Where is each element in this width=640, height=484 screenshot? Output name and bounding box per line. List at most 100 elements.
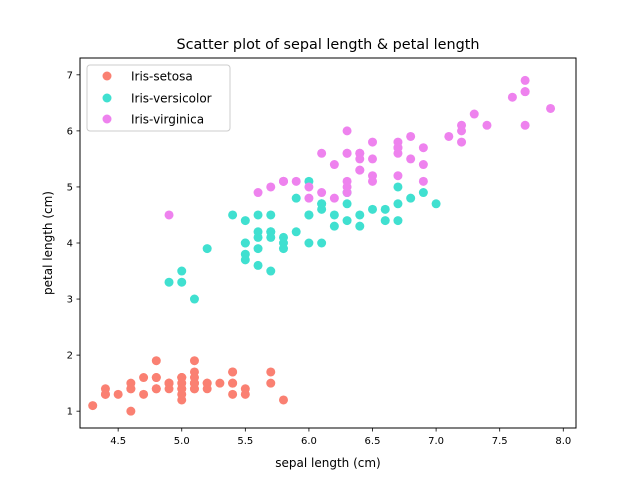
data-point-iris-virginica-19 — [304, 182, 314, 192]
data-point-iris-virginica-22 — [520, 87, 530, 97]
data-point-iris-virginica-31 — [546, 103, 556, 113]
data-point-iris-versicolor-42 — [278, 238, 288, 248]
data-point-iris-versicolor-35 — [304, 210, 314, 220]
data-point-iris-virginica-34 — [317, 148, 327, 158]
data-point-iris-setosa-45 — [151, 384, 161, 394]
data-point-iris-versicolor-4 — [368, 204, 378, 214]
series-iris-versicolor — [164, 176, 441, 304]
data-point-iris-versicolor-31 — [240, 255, 250, 265]
data-point-iris-virginica-0 — [342, 126, 352, 136]
data-point-iris-virginica-48 — [329, 160, 339, 170]
data-point-iris-versicolor-29 — [266, 266, 276, 276]
y-tick-label: 4 — [67, 239, 73, 250]
data-point-iris-virginica-38 — [304, 193, 314, 203]
data-point-iris-setosa-13 — [88, 401, 98, 411]
data-point-iris-versicolor-39 — [240, 238, 250, 248]
data-point-iris-setosa-32 — [202, 378, 212, 388]
data-point-iris-virginica-18 — [520, 75, 530, 85]
data-point-iris-virginica-41 — [418, 176, 428, 186]
data-point-iris-versicolor-26 — [406, 193, 416, 203]
data-point-iris-setosa-46 — [189, 373, 199, 383]
points-layer — [88, 75, 556, 416]
data-point-iris-versicolor-1 — [355, 210, 365, 220]
data-point-iris-versicolor-21 — [317, 238, 327, 248]
legend: Iris-setosa Iris-versicolor Iris-virgini… — [86, 64, 231, 132]
x-axis: 4.5 5.0 5.5 6.0 6.5 7.0 7.5 8.0 — [110, 428, 571, 447]
data-point-iris-versicolor-34 — [228, 210, 238, 220]
legend-label-virginica: Iris-virginica — [131, 113, 204, 127]
data-point-iris-virginica-43 — [406, 131, 416, 141]
data-point-iris-virginica-2 — [444, 131, 454, 141]
x-tick-label: 5.0 — [174, 436, 190, 447]
data-point-iris-versicolor-24 — [355, 221, 365, 231]
data-point-iris-setosa-43 — [177, 373, 187, 383]
x-tick-label: 6.0 — [301, 436, 317, 447]
data-point-iris-virginica-39 — [418, 160, 428, 170]
data-point-iris-versicolor-2 — [418, 188, 428, 198]
x-tick-label: 4.5 — [110, 436, 126, 447]
data-point-iris-setosa-30 — [151, 373, 161, 383]
data-point-iris-versicolor-44 — [253, 227, 263, 237]
data-point-iris-versicolor-40 — [240, 216, 250, 226]
y-axis-label: petal length (cm) — [41, 191, 55, 295]
data-point-iris-versicolor-5 — [266, 210, 276, 220]
data-point-iris-setosa-41 — [113, 389, 123, 399]
data-point-iris-virginica-21 — [253, 188, 263, 198]
data-point-iris-setosa-14 — [278, 395, 288, 405]
data-point-iris-versicolor-47 — [329, 221, 339, 231]
data-point-iris-versicolor-11 — [291, 227, 301, 237]
x-axis-label: sepal length (cm) — [275, 456, 380, 470]
data-point-iris-setosa-49 — [177, 384, 187, 394]
data-point-iris-setosa-48 — [215, 378, 225, 388]
y-tick-label: 5 — [67, 182, 73, 193]
data-point-iris-virginica-47 — [368, 171, 378, 181]
data-point-iris-virginica-6 — [164, 210, 174, 220]
data-point-iris-setosa-16 — [228, 389, 238, 399]
x-tick-label: 6.5 — [365, 436, 381, 447]
data-point-iris-virginica-36 — [342, 148, 352, 158]
data-point-iris-versicolor-10 — [177, 266, 187, 276]
data-point-iris-virginica-27 — [317, 188, 327, 198]
x-tick-label: 8.0 — [555, 436, 571, 447]
data-point-iris-setosa-44 — [189, 356, 199, 366]
data-point-iris-virginica-29 — [457, 137, 467, 147]
data-point-iris-versicolor-37 — [342, 216, 352, 226]
y-axis: 1 2 3 4 5 6 7 — [67, 70, 80, 418]
x-tick-label: 7.0 — [428, 436, 444, 447]
legend-frame — [86, 64, 231, 132]
data-point-iris-versicolor-0 — [431, 199, 441, 209]
data-point-iris-setosa-24 — [151, 356, 161, 366]
y-tick-label: 2 — [67, 351, 73, 362]
data-point-iris-virginica-35 — [520, 120, 530, 130]
y-tick-label: 7 — [67, 70, 73, 81]
data-point-iris-versicolor-8 — [380, 204, 390, 214]
data-point-iris-versicolor-41 — [317, 204, 327, 214]
data-point-iris-virginica-45 — [393, 171, 403, 181]
data-point-iris-versicolor-36 — [393, 199, 403, 209]
data-point-iris-setosa-22 — [126, 406, 136, 416]
data-point-iris-setosa-18 — [266, 367, 276, 377]
data-point-iris-versicolor-14 — [253, 260, 263, 270]
data-point-iris-virginica-37 — [355, 154, 365, 164]
data-point-iris-setosa-15 — [266, 378, 276, 388]
data-point-iris-virginica-15 — [355, 165, 365, 175]
data-point-iris-versicolor-20 — [291, 193, 301, 203]
y-tick-label: 6 — [67, 126, 73, 137]
series-iris-setosa — [88, 356, 288, 416]
data-point-iris-virginica-26 — [329, 193, 339, 203]
data-point-iris-versicolor-18 — [329, 210, 339, 220]
data-point-iris-setosa-29 — [139, 373, 149, 383]
data-point-iris-setosa-20 — [228, 367, 238, 377]
data-point-iris-setosa-2 — [139, 389, 149, 399]
data-point-iris-setosa-37 — [164, 378, 174, 388]
data-point-iris-versicolor-12 — [304, 238, 314, 248]
data-point-iris-versicolor-15 — [393, 216, 403, 226]
data-point-iris-versicolor-43 — [177, 277, 187, 287]
data-point-iris-virginica-20 — [418, 143, 428, 153]
data-point-iris-virginica-46 — [342, 182, 352, 192]
data-point-iris-virginica-44 — [393, 143, 403, 153]
data-point-iris-versicolor-49 — [266, 232, 276, 242]
data-point-iris-setosa-47 — [126, 384, 136, 394]
